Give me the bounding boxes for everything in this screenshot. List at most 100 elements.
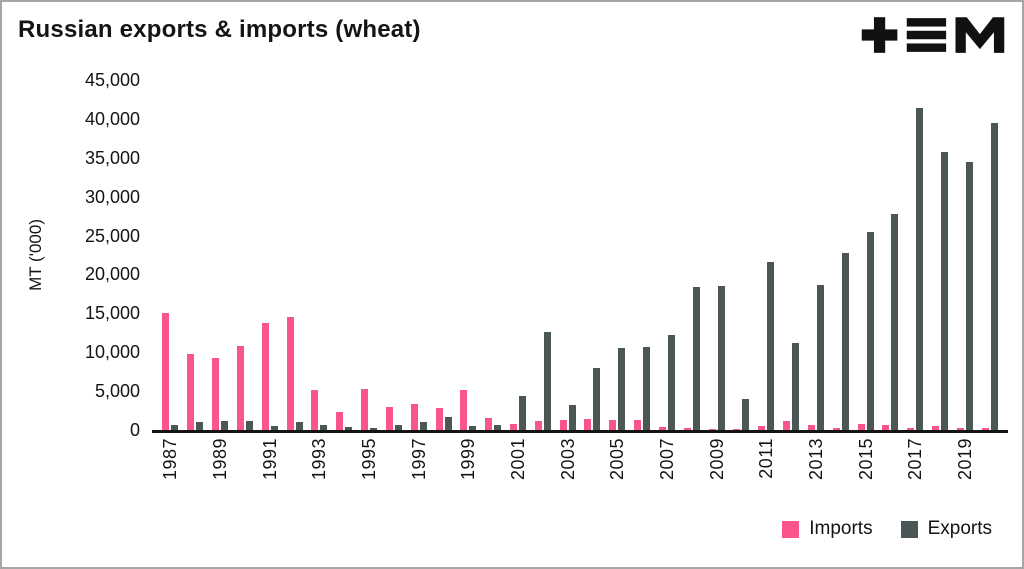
legend-item-imports: Imports: [782, 518, 873, 540]
bar-imports-2000: [485, 417, 493, 430]
bar-exports-2010: [742, 398, 750, 430]
x-tick-1990: [232, 438, 257, 512]
bar-imports-2016: [882, 424, 890, 430]
x-tick-2005: 2005: [607, 438, 628, 481]
bar-imports-2012: [783, 420, 791, 430]
bar-group-2015: [853, 80, 878, 430]
legend-label-exports: Exports: [927, 518, 992, 539]
x-tick-1987: 1987: [160, 438, 181, 481]
bar-group-2020: [977, 80, 1002, 430]
y-tick-label-10000: 10,000: [84, 342, 140, 363]
x-tick-1988: [183, 438, 208, 512]
bar-exports-1997: [419, 422, 427, 430]
y-axis-ticks: 0 5,000 10,000 15,000 20,000 25,000 30,000 35,0…: [42, 71, 140, 439]
bar-exports-1988: [196, 422, 204, 430]
bar-imports-1998: [435, 408, 443, 430]
bar-imports-2001: [510, 423, 517, 430]
bar-imports-1999: [460, 390, 468, 430]
bar-exports-2002: [543, 332, 551, 430]
legend-swatch-exports: [900, 520, 918, 538]
bar-imports-1989: [212, 358, 220, 430]
x-tick-2012: [779, 438, 804, 512]
y-tick-label-30000: 30,000: [84, 186, 140, 207]
bar-exports-2007: [667, 335, 675, 430]
bar-exports-2020: [990, 122, 998, 430]
bar-group-2014: [828, 80, 853, 430]
bar-exports-2008: [692, 286, 700, 430]
bar-exports-2014: [841, 252, 849, 430]
bar-imports-1996: [385, 406, 393, 430]
bar-imports-1990: [236, 346, 244, 430]
x-tick-2011: 2011: [756, 438, 777, 479]
x-tick-1995: 1995: [359, 438, 380, 481]
x-tick-1989: 1989: [210, 438, 231, 481]
x-tick-2019: 2019: [954, 438, 975, 481]
legend-item-exports: Exports: [900, 518, 992, 540]
x-tick-2015: 2015: [855, 438, 876, 481]
bar-group-2008: [679, 80, 704, 430]
x-tick-2004: [580, 438, 605, 512]
x-tick-2013: 2013: [805, 438, 826, 481]
x-tick-2010: [729, 438, 754, 512]
bar-imports-2005: [609, 419, 617, 430]
bar-group-1999: [456, 80, 481, 430]
y-tick-label-45000: 45,000: [84, 70, 140, 90]
bar-group-2007: [655, 80, 680, 430]
x-tick-1991: 1991: [259, 438, 280, 481]
bar-imports-2003: [559, 419, 567, 430]
legend-label-imports: Imports: [809, 518, 873, 539]
bar-group-1989: [208, 80, 233, 430]
x-tick-2009: 2009: [706, 438, 727, 481]
bar-exports-2000: [494, 424, 502, 430]
x-tick-2000: [481, 438, 506, 512]
bar-exports-2005: [618, 348, 626, 430]
bar-group-2000: [481, 80, 506, 430]
x-tick-2003: 2003: [557, 438, 578, 481]
bar-exports-2019: [965, 162, 973, 430]
x-tick-1996: [381, 438, 406, 512]
tem-logo: [858, 12, 1008, 63]
bar-imports-1991: [261, 323, 269, 430]
bar-imports-2011: [758, 426, 766, 430]
bar-group-2011: [754, 80, 779, 430]
bar-imports-1994: [336, 412, 344, 430]
bar-exports-1998: [444, 416, 452, 430]
bar-imports-1997: [410, 404, 418, 430]
bar-imports-2015: [857, 423, 865, 430]
bar-group-2010: [729, 80, 754, 430]
bar-imports-1995: [361, 388, 369, 430]
bar-imports-2009: [708, 429, 716, 430]
bar-imports-1987: [162, 313, 170, 430]
y-tick-label-0: 0: [129, 420, 140, 440]
bar-group-2001: [506, 80, 531, 430]
bar-exports-1996: [394, 424, 402, 430]
bar-imports-2010: [733, 429, 741, 430]
bar-exports-2012: [792, 342, 800, 430]
bar-group-1987: [158, 80, 183, 430]
bar-group-2018: [928, 80, 953, 430]
legend: Imports Exports: [782, 518, 992, 540]
bar-imports-2014: [832, 427, 840, 430]
bar-group-1995: [357, 80, 382, 430]
x-tick-2020: [977, 438, 1002, 512]
bar-imports-2019: [956, 427, 964, 430]
bar-imports-1993: [311, 390, 319, 430]
bar-exports-1999: [469, 426, 477, 430]
bar-group-1992: [282, 80, 307, 430]
bar-imports-2013: [807, 424, 815, 430]
bar-group-2003: [555, 80, 580, 430]
bar-exports-2009: [717, 286, 725, 430]
bar-imports-2008: [683, 428, 691, 430]
x-tick-2018: [928, 438, 953, 512]
x-tick-2017: 2017: [905, 438, 926, 481]
x-tick-2016: [878, 438, 903, 512]
bar-imports-1988: [187, 353, 195, 430]
bar-exports-1995: [370, 427, 378, 430]
bar-group-2012: [779, 80, 804, 430]
y-tick-label-15000: 15,000: [84, 303, 140, 324]
bar-group-1990: [232, 80, 257, 430]
x-tick-2014: [828, 438, 853, 512]
plot-area: [152, 80, 1008, 433]
bar-exports-2017: [916, 108, 924, 430]
x-tick-1999: 1999: [458, 438, 479, 481]
